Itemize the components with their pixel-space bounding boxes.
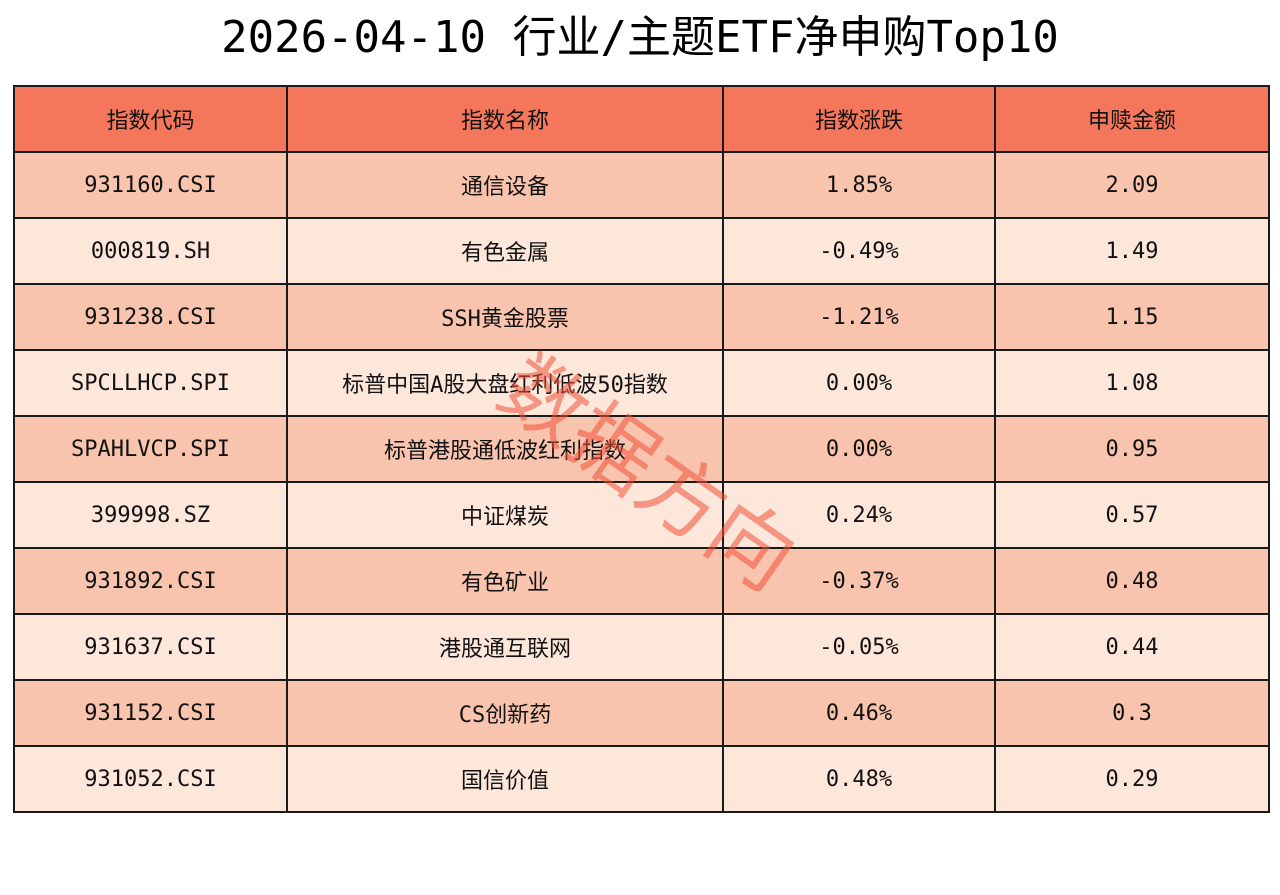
table-row: 931892.CSI 有色矿业 -0.37% 0.48 — [13, 547, 1270, 615]
cell-flow-amount: 2.09 — [994, 151, 1270, 219]
cell-index-change: -0.49% — [722, 217, 996, 285]
cell-flow-amount: 1.15 — [994, 283, 1270, 351]
table-row: SPCLLHCP.SPI 标普中国A股大盘红利低波50指数 0.00% 1.08 — [13, 349, 1270, 417]
cell-index-code: 931152.CSI — [13, 679, 288, 747]
cell-index-name: 国信价值 — [286, 745, 724, 813]
cell-index-change: -0.05% — [722, 613, 996, 681]
cell-index-change: 0.00% — [722, 349, 996, 417]
cell-index-name: 标普中国A股大盘红利低波50指数 — [286, 349, 724, 417]
cell-index-change: -1.21% — [722, 283, 996, 351]
etf-table: 指数代码 指数名称 指数涨跌 申赎金额 931160.CSI 通信设备 1.85% 2… — [13, 85, 1270, 813]
cell-index-name: 中证煤炭 — [286, 481, 724, 549]
cell-flow-amount: 0.48 — [994, 547, 1270, 615]
cell-index-code: 399998.SZ — [13, 481, 288, 549]
cell-index-name: SSH黄金股票 — [286, 283, 724, 351]
cell-index-code: 931637.CSI — [13, 613, 288, 681]
cell-flow-amount: 0.3 — [994, 679, 1270, 747]
cell-index-change: 1.85% — [722, 151, 996, 219]
cell-flow-amount: 0.44 — [994, 613, 1270, 681]
table-body: 931160.CSI 通信设备 1.85% 2.09 000819.SH 有色金属 -0.4… — [13, 151, 1270, 813]
table-row: 399998.SZ 中证煤炭 0.24% 0.57 — [13, 481, 1270, 549]
cell-index-name: 港股通互联网 — [286, 613, 724, 681]
cell-index-change: 0.24% — [722, 481, 996, 549]
cell-index-name: 有色矿业 — [286, 547, 724, 615]
cell-index-code: 931892.CSI — [13, 547, 288, 615]
cell-flow-amount: 0.95 — [994, 415, 1270, 483]
cell-index-code: SPAHLVCP.SPI — [13, 415, 288, 483]
cell-index-code: 931238.CSI — [13, 283, 288, 351]
table-row: 000819.SH 有色金属 -0.49% 1.49 — [13, 217, 1270, 285]
column-header-index-change: 指数涨跌 — [722, 85, 996, 153]
cell-index-code: SPCLLHCP.SPI — [13, 349, 288, 417]
cell-index-change: 0.46% — [722, 679, 996, 747]
cell-index-name: 标普港股通低波红利指数 — [286, 415, 724, 483]
column-header-flow-amount: 申赎金额 — [994, 85, 1270, 153]
cell-flow-amount: 1.08 — [994, 349, 1270, 417]
table-row: 931152.CSI CS创新药 0.46% 0.3 — [13, 679, 1270, 747]
column-header-index-code: 指数代码 — [13, 85, 288, 153]
table-row: 931052.CSI 国信价值 0.48% 0.29 — [13, 745, 1270, 813]
table-row: 931637.CSI 港股通互联网 -0.05% 0.44 — [13, 613, 1270, 681]
table-row: 931238.CSI SSH黄金股票 -1.21% 1.15 — [13, 283, 1270, 351]
column-header-index-name: 指数名称 — [286, 85, 724, 153]
table-row: SPAHLVCP.SPI 标普港股通低波红利指数 0.00% 0.95 — [13, 415, 1270, 483]
page-title: 2026-04-10 行业/主题ETF净申购Top10 — [221, 12, 1059, 63]
cell-index-name: 通信设备 — [286, 151, 724, 219]
cell-flow-amount: 0.57 — [994, 481, 1270, 549]
cell-index-code: 931052.CSI — [13, 745, 288, 813]
header-row: 指数代码 指数名称 指数涨跌 申赎金额 — [13, 85, 1270, 153]
cell-index-change: 0.48% — [722, 745, 996, 813]
cell-index-code: 931160.CSI — [13, 151, 288, 219]
cell-index-change: 0.00% — [722, 415, 996, 483]
cell-index-change: -0.37% — [722, 547, 996, 615]
cell-index-name: 有色金属 — [286, 217, 724, 285]
cell-flow-amount: 0.29 — [994, 745, 1270, 813]
cell-flow-amount: 1.49 — [994, 217, 1270, 285]
table-row: 931160.CSI 通信设备 1.85% 2.09 — [13, 151, 1270, 219]
cell-index-name: CS创新药 — [286, 679, 724, 747]
cell-index-code: 000819.SH — [13, 217, 288, 285]
